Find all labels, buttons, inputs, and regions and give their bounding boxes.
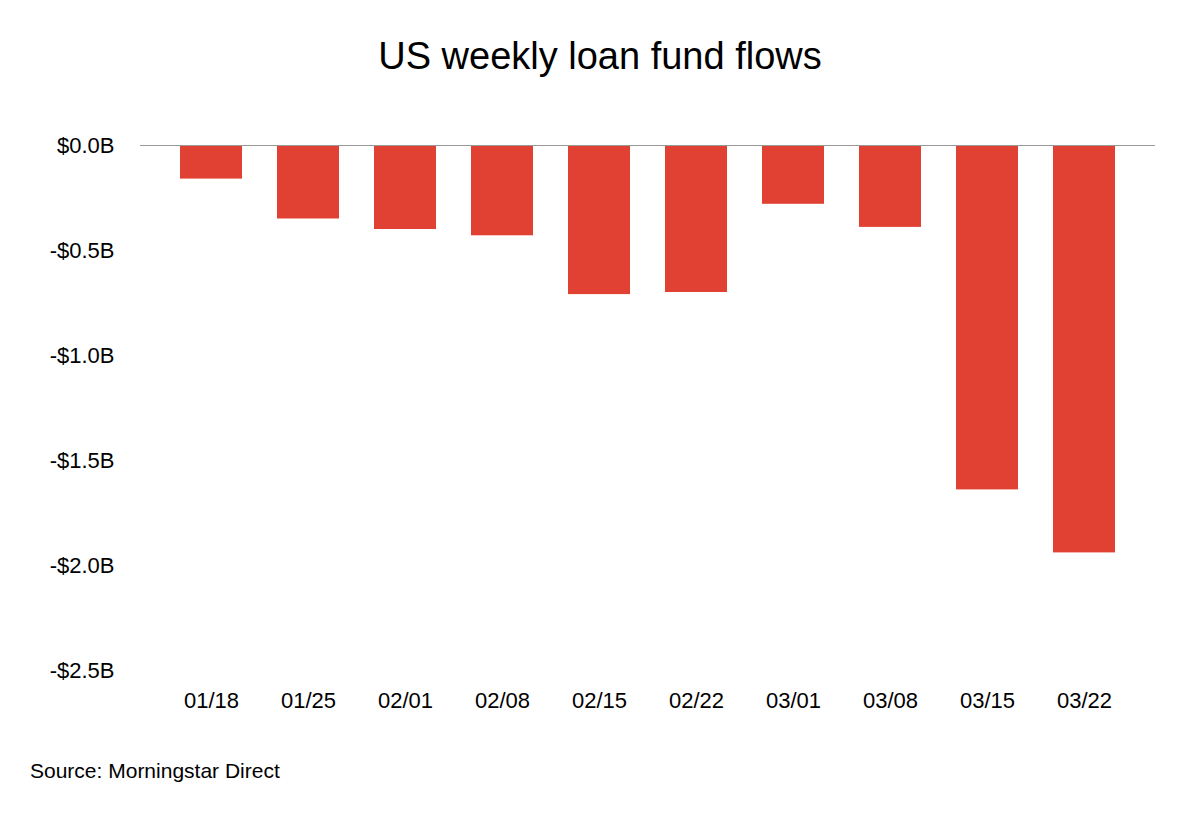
svg-text:-$2.0B: -$2.0B [50,553,115,578]
svg-text:02/08: 02/08 [475,688,530,713]
svg-text:01/18: 01/18 [184,688,239,713]
svg-text:02/15: 02/15 [572,688,627,713]
svg-text:-$0.5B: -$0.5B [50,238,115,263]
svg-text:03/22: 03/22 [1057,688,1112,713]
svg-text:02/22: 02/22 [669,688,724,713]
svg-text:-$2.5B: -$2.5B [50,658,115,683]
html-text:Source: Morningstar Direct: Source: Morningstar Direct [30,759,280,782]
html-text:US weekly loan fund flows: US weekly loan fund flows [378,35,822,77]
svg-text:02/01: 02/01 [378,688,433,713]
svg-text:-$1.0B: -$1.0B [50,343,115,368]
svg-text:03/08: 03/08 [863,688,918,713]
svg-text:01/25: 01/25 [281,688,336,713]
svg-text:$0.0B: $0.0B [57,133,115,158]
svg-text:03/15: 03/15 [960,688,1015,713]
svg-text:03/01: 03/01 [766,688,821,713]
svg-text:-$1.5B: -$1.5B [50,448,115,473]
